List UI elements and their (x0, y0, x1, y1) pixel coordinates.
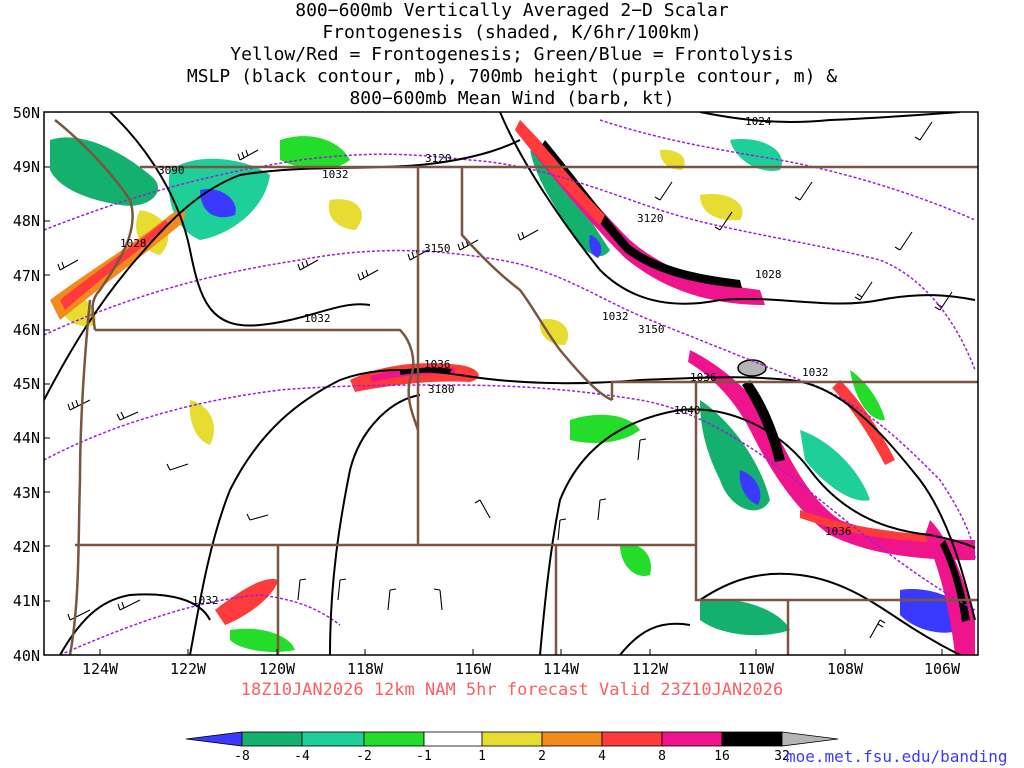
colorbar-swatch (781, 731, 839, 747)
contour-label: 1032 (602, 310, 629, 323)
colorbar: -8 -4 -2 -1 1 2 4 8 16 32 (185, 731, 839, 764)
title-line-5: 800−600mb Mean Wind (barb, kt) (349, 88, 675, 109)
lon-label-122w: 122W (170, 660, 207, 678)
contour-label: 3150 (638, 323, 665, 336)
lon-labels: 124W 122W 120W 118W 116W 114W 112W 110W … (82, 660, 961, 678)
contour-label: 3120 (425, 152, 452, 165)
lon-label-120w: 120W (259, 660, 296, 678)
lat-label-50n: 50N (13, 104, 40, 122)
colorbar-label: -8 (234, 749, 250, 764)
colorbar-label: 4 (598, 749, 606, 764)
colorbar-label: 16 (714, 749, 730, 764)
title-line-1: 800−600mb Vertically Averaged 2−D Scalar (295, 0, 729, 21)
colorbar-label: 8 (658, 749, 666, 764)
contour-label: 1032 (802, 366, 829, 379)
colorbar-swatch (185, 731, 243, 747)
colorbar-swatch (661, 731, 723, 747)
lat-label-47n: 47N (13, 267, 40, 285)
contour-label: 3120 (637, 212, 664, 225)
lat-label-43n: 43N (13, 484, 40, 502)
contours (44, 112, 976, 655)
lat-label-49n: 49N (13, 158, 40, 176)
lon-label-114w: 114W (543, 660, 580, 678)
contour-label: 1024 (745, 115, 772, 128)
credit-link[interactable]: moe.met.fsu.edu/banding (786, 747, 1008, 766)
lat-label-45n: 45N (13, 375, 40, 393)
colorbar-swatch (541, 731, 603, 747)
title-line-4: MSLP (black contour, mb), 700mb height (… (186, 66, 838, 87)
colorbar-swatch (241, 731, 303, 747)
lon-label-106w: 106W (924, 660, 961, 678)
lon-label-112w: 112W (632, 660, 669, 678)
contour-label: 1028 (120, 237, 147, 250)
colorbar-swatch (301, 731, 365, 747)
lon-label-118w: 118W (347, 660, 384, 678)
contour-label-group: 1024 3090 1032 3120 3120 1028 3150 1028 … (120, 115, 852, 607)
lat-label-48n: 48N (13, 212, 40, 230)
lat-label-40n: 40N (13, 647, 40, 665)
colorbar-swatch (423, 731, 483, 747)
colorbar-label: 1 (478, 749, 486, 764)
lat-ticks (44, 166, 943, 655)
lat-labels: 50N 49N 48N 47N 46N 45N 44N 43N 42N 41N … (13, 104, 40, 665)
contour-label: 3090 (158, 164, 185, 177)
lat-label-46n: 46N (13, 321, 40, 339)
colorbar-label: -4 (294, 749, 310, 764)
colorbar-label: -1 (416, 749, 432, 764)
lon-label-110w: 110W (738, 660, 775, 678)
contour-label: 3180 (428, 383, 455, 396)
contour-label: 1040 (674, 404, 701, 417)
colorbar-label: 2 (538, 749, 546, 764)
contour-label: 1032 (322, 168, 349, 181)
lon-label-116w: 116W (455, 660, 492, 678)
colorbar-swatch (601, 731, 663, 747)
contour-label: 1032 (304, 312, 331, 325)
lon-label-108w: 108W (827, 660, 864, 678)
contour-label: 3150 (424, 242, 451, 255)
title-line-3: Yellow/Red = Frontogenesis; Green/Blue =… (230, 44, 794, 65)
contour-label: 1036 (424, 358, 451, 371)
lon-label-124w: 124W (82, 660, 119, 678)
valid-time-text: 18Z10JAN2026 12km NAM 5hr forecast Valid… (240, 680, 784, 700)
colorbar-swatch (721, 731, 783, 747)
colorbar-swatch (481, 731, 543, 747)
colorbar-label: 32 (774, 749, 790, 764)
contour-label: 1032 (192, 594, 219, 607)
lat-label-44n: 44N (13, 429, 40, 447)
contour-label: 1036 (825, 525, 852, 538)
colorbar-swatch (363, 731, 425, 747)
boundaries (54, 119, 978, 655)
title-line-2: Frontogenesis (shaded, K/6hr/100km) (322, 22, 702, 43)
colorbar-label: -2 (356, 749, 372, 764)
contour-label: 1036 (690, 371, 717, 384)
contour-label: 1028 (755, 268, 782, 281)
lat-label-42n: 42N (13, 538, 40, 556)
lat-label-41n: 41N (13, 592, 40, 610)
